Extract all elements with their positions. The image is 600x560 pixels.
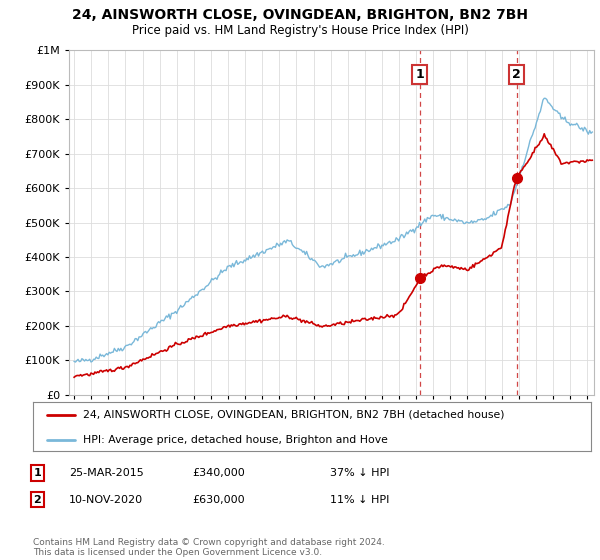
Text: 1: 1 bbox=[416, 68, 424, 81]
Text: £340,000: £340,000 bbox=[192, 468, 245, 478]
Text: HPI: Average price, detached house, Brighton and Hove: HPI: Average price, detached house, Brig… bbox=[83, 435, 388, 445]
Text: 24, AINSWORTH CLOSE, OVINGDEAN, BRIGHTON, BN2 7BH: 24, AINSWORTH CLOSE, OVINGDEAN, BRIGHTON… bbox=[72, 8, 528, 22]
Text: 2: 2 bbox=[34, 494, 41, 505]
Text: 24, AINSWORTH CLOSE, OVINGDEAN, BRIGHTON, BN2 7BH (detached house): 24, AINSWORTH CLOSE, OVINGDEAN, BRIGHTON… bbox=[83, 410, 505, 420]
Text: 1: 1 bbox=[34, 468, 41, 478]
Text: £630,000: £630,000 bbox=[192, 494, 245, 505]
Text: 2: 2 bbox=[512, 68, 521, 81]
Text: 37% ↓ HPI: 37% ↓ HPI bbox=[330, 468, 389, 478]
Text: 10-NOV-2020: 10-NOV-2020 bbox=[69, 494, 143, 505]
Text: 25-MAR-2015: 25-MAR-2015 bbox=[69, 468, 144, 478]
Text: 11% ↓ HPI: 11% ↓ HPI bbox=[330, 494, 389, 505]
Text: Price paid vs. HM Land Registry's House Price Index (HPI): Price paid vs. HM Land Registry's House … bbox=[131, 24, 469, 36]
Text: Contains HM Land Registry data © Crown copyright and database right 2024.
This d: Contains HM Land Registry data © Crown c… bbox=[33, 538, 385, 557]
